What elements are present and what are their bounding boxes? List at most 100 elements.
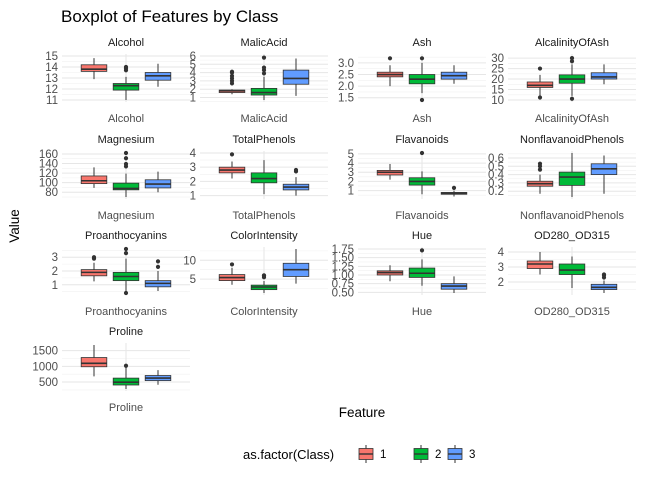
box-class-2 bbox=[408, 248, 436, 286]
outlier-point bbox=[387, 56, 393, 61]
y-tick-label: 1 bbox=[190, 191, 196, 203]
outlier-point bbox=[261, 71, 267, 76]
iqr-box bbox=[112, 83, 140, 91]
y-tick-label: 0.3 bbox=[488, 178, 504, 190]
box-class-1 bbox=[80, 167, 108, 188]
strip-label-proline: Proline bbox=[109, 326, 143, 338]
panel-hue: Hue 0.500.751.001.251.501.75 Hue bbox=[332, 230, 486, 318]
box-class-3 bbox=[144, 63, 172, 87]
y-tick-label: 1 bbox=[52, 280, 58, 292]
strip-label-totalphenols: TotalPhenols bbox=[233, 134, 296, 146]
panel-proanthocyanins: Proanthocyanins 1 2 3 Proanthocyanins bbox=[52, 230, 190, 318]
box-class-3 bbox=[144, 370, 172, 385]
box-class-1 bbox=[218, 69, 246, 95]
strip-label-od280_od315: OD280_OD315 bbox=[534, 230, 610, 242]
y-tick-label: 1.75 bbox=[332, 244, 354, 256]
y-tick-label: 13 bbox=[45, 73, 58, 85]
y-tick-label: 6 bbox=[190, 51, 196, 63]
y-tick-label: 2 bbox=[190, 176, 196, 188]
box-class-2 bbox=[112, 246, 140, 296]
y-tick-label: 1 bbox=[190, 93, 196, 105]
iqr-box bbox=[80, 357, 108, 368]
y-tick-label: 0.2 bbox=[488, 186, 504, 198]
box-class-1 bbox=[80, 255, 108, 282]
box-class-2 bbox=[558, 256, 586, 289]
y-tick-label: 25 bbox=[491, 64, 504, 76]
x-tick-label-totalphenols: TotalPhenols bbox=[233, 210, 296, 222]
panel-colorintensity: ColorIntensity 5 10 ColorIntensity bbox=[183, 230, 328, 318]
panel-ash: Ash 1.52.02.53.0 Ash bbox=[338, 37, 486, 125]
y-tick-label: 1.5 bbox=[338, 93, 354, 105]
legend-label-class-3: 3 bbox=[469, 449, 475, 461]
box-class-2 bbox=[558, 55, 586, 101]
x-tick-label-flavanoids: Flavanoids bbox=[395, 210, 449, 222]
legend-label-class-2: 2 bbox=[435, 449, 441, 461]
x-tick-label-colorintensity: ColorIntensity bbox=[230, 306, 298, 318]
iqr-box bbox=[590, 72, 618, 80]
y-tick-label: 10 bbox=[491, 95, 504, 107]
x-tick-label-proline: Proline bbox=[109, 402, 143, 414]
outlier-point bbox=[601, 272, 607, 277]
y-tick-label: 0.4 bbox=[488, 170, 505, 182]
x-tick-label-malicacid: MalicAcid bbox=[240, 113, 287, 125]
box-class-1 bbox=[376, 265, 404, 282]
y-tick-label: 2 bbox=[190, 84, 196, 96]
y-tick-label: 500 bbox=[39, 377, 58, 389]
outlier-point bbox=[229, 152, 235, 157]
outlier-point bbox=[123, 251, 129, 256]
iqr-box bbox=[80, 64, 108, 72]
y-tick-label: 100 bbox=[39, 178, 58, 190]
y-tick-label: 15 bbox=[491, 85, 504, 97]
y-tick-label: 140 bbox=[39, 159, 58, 171]
strip-label-magnesium: Magnesium bbox=[98, 134, 155, 146]
y-tick-label: 1.25 bbox=[332, 261, 354, 273]
outlier-point bbox=[569, 55, 575, 61]
outlier-point bbox=[123, 150, 129, 156]
y-tick-label: 12 bbox=[45, 84, 58, 96]
y-tick-label: 4 bbox=[190, 68, 197, 80]
y-tick-label: 0.5 bbox=[488, 161, 504, 173]
box-class-3 bbox=[282, 167, 310, 196]
outlier-point bbox=[537, 95, 543, 100]
y-axis-title: Value bbox=[7, 209, 22, 243]
x-axis-title: Feature bbox=[339, 405, 386, 420]
outlier-point bbox=[293, 167, 299, 173]
y-tick-label: 1.00 bbox=[332, 270, 354, 282]
iqr-box bbox=[80, 175, 108, 185]
box-class-3 bbox=[590, 155, 618, 194]
y-tick-label: 20 bbox=[491, 74, 504, 86]
strip-label-colorintensity: ColorIntensity bbox=[230, 230, 298, 242]
legend-key-class-1: 1 bbox=[358, 445, 386, 463]
box-class-3 bbox=[590, 272, 618, 294]
iqr-box bbox=[558, 171, 586, 186]
outlier-point bbox=[261, 55, 267, 60]
strip-label-proanthocyanins: Proanthocyanins bbox=[85, 230, 167, 242]
outlier-point bbox=[569, 59, 575, 64]
iqr-box bbox=[282, 69, 310, 85]
strip-label-ash: Ash bbox=[413, 37, 432, 49]
y-tick-label: 4 bbox=[190, 148, 197, 160]
y-tick-label: 11 bbox=[46, 95, 58, 107]
outlier-point bbox=[123, 64, 129, 70]
outlier-point bbox=[123, 156, 129, 161]
box-class-1 bbox=[526, 251, 554, 275]
x-tick-label-magnesium: Magnesium bbox=[98, 210, 155, 222]
strip-label-hue: Hue bbox=[412, 230, 432, 242]
x-tick-label-alcalinityofash: AlcalinityOfAsh bbox=[535, 113, 609, 125]
legend-title: as.factor(Class) bbox=[243, 447, 334, 462]
y-tick-label: 1000 bbox=[32, 361, 58, 373]
box-class-2 bbox=[250, 55, 278, 101]
strip-label-flavanoids: Flavanoids bbox=[395, 134, 449, 146]
y-tick-label: 0.75 bbox=[332, 279, 354, 291]
outlier-point bbox=[419, 56, 425, 61]
facet-panels: Alcohol1112131415AlcoholMalicAcid123456M… bbox=[32, 37, 636, 414]
y-tick-label: 30 bbox=[491, 53, 504, 65]
box-class-1 bbox=[218, 152, 246, 179]
outlier-point bbox=[569, 96, 575, 101]
y-tick-label: 5 bbox=[190, 274, 196, 286]
legend-key-class-3: 3 bbox=[447, 445, 475, 463]
legend: as.factor(Class) 1 2 3 bbox=[243, 445, 475, 463]
y-tick-label: 3 bbox=[498, 262, 504, 274]
